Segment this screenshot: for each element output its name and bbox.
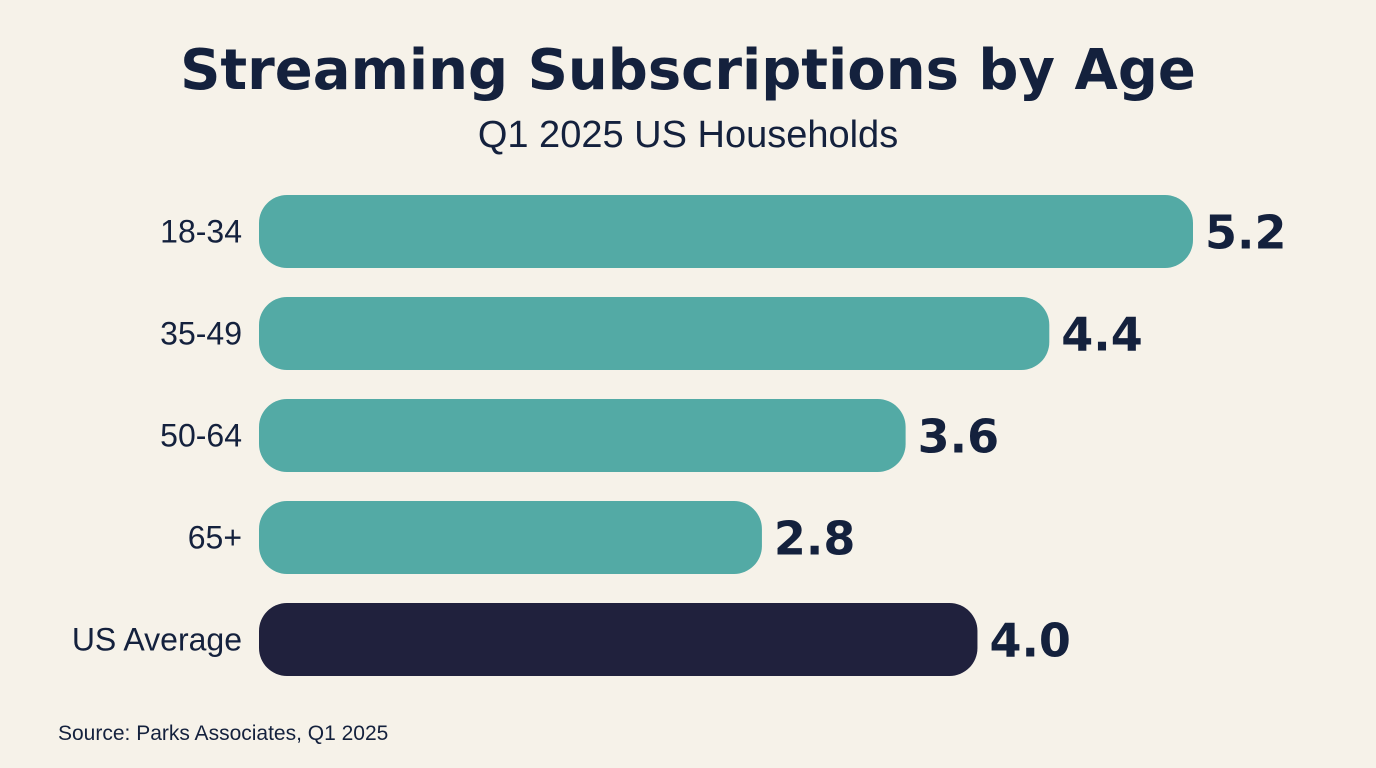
category-label: 18-34: [160, 214, 242, 250]
chart-subtitle: Q1 2025 US Households: [477, 114, 899, 156]
value-label: 4.4: [1061, 308, 1143, 362]
value-label: 3.6: [918, 410, 1000, 464]
bar-row: 35-49 4.4: [160, 297, 1143, 370]
bar: [259, 297, 1050, 370]
chart-title: Streaming Subscriptions by Age: [180, 38, 1196, 103]
bar-row: US Average 4.0: [72, 603, 1071, 676]
value-label: 2.8: [774, 512, 856, 566]
source-note: Source: Parks Associates, Q1 2025: [58, 722, 389, 745]
bar-row: 65+ 2.8: [188, 501, 856, 574]
bar-row: 18-34 5.2: [160, 195, 1287, 268]
bar-row: 50-64 3.6: [160, 399, 999, 472]
bar: [259, 603, 978, 676]
category-label: 65+: [188, 520, 242, 556]
bar: [259, 195, 1193, 268]
bar: [259, 399, 906, 472]
bar: [259, 501, 762, 574]
value-label: 5.2: [1205, 206, 1287, 260]
category-label: US Average: [72, 622, 242, 658]
value-label: 4.0: [989, 614, 1071, 668]
category-label: 50-64: [160, 418, 242, 454]
category-label: 35-49: [160, 316, 242, 352]
